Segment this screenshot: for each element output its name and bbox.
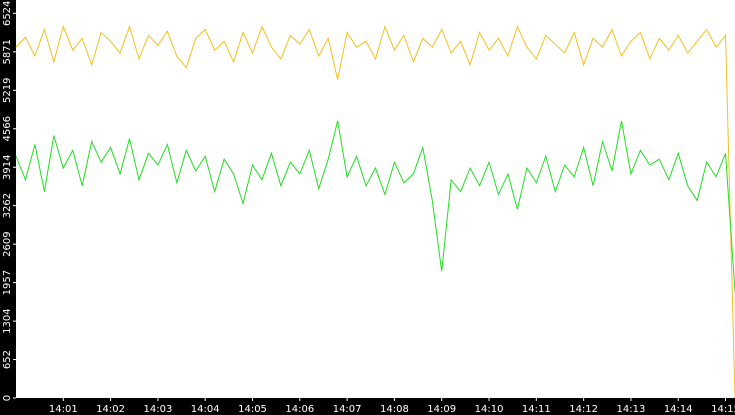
x-tick-label: 14:09 <box>427 404 456 415</box>
x-tick-label: 14:04 <box>191 404 220 415</box>
x-tick-label: 14:15 <box>711 404 735 415</box>
x-tick-label: 14:05 <box>238 404 267 415</box>
x-tick-label: 14:12 <box>569 404 598 415</box>
y-tick-label: 4566 <box>2 116 13 141</box>
y-tick-label: 5219 <box>2 78 13 103</box>
y-tick-label: 3914 <box>2 154 13 179</box>
x-tick-label: 14:03 <box>143 404 172 415</box>
y-tick-label: 3262 <box>2 193 13 218</box>
x-tick-label: 14:02 <box>96 404 125 415</box>
series-line <box>15 120 735 292</box>
x-tick-label: 14:01 <box>49 404 78 415</box>
x-tick-label: 14:10 <box>475 404 504 415</box>
series-line <box>15 24 735 399</box>
y-tick-label: 652 <box>2 350 13 369</box>
y-tick-label: 6524 <box>2 1 13 26</box>
x-tick-label: 14:14 <box>664 404 693 415</box>
x-tick-label: 14:07 <box>333 404 362 415</box>
y-tick-label: 0 <box>2 395 13 401</box>
x-tick-label: 14:13 <box>617 404 646 415</box>
y-tick-label: 1957 <box>2 270 13 295</box>
y-tick-label: 1304 <box>2 308 13 333</box>
x-tick-label: 14:06 <box>285 404 314 415</box>
y-tick-label: 5871 <box>2 39 13 64</box>
x-tick-label: 14:08 <box>380 404 409 415</box>
y-tick-label: 2609 <box>2 231 13 256</box>
x-tick-label: 14:11 <box>522 404 551 415</box>
plot-area <box>16 0 735 398</box>
